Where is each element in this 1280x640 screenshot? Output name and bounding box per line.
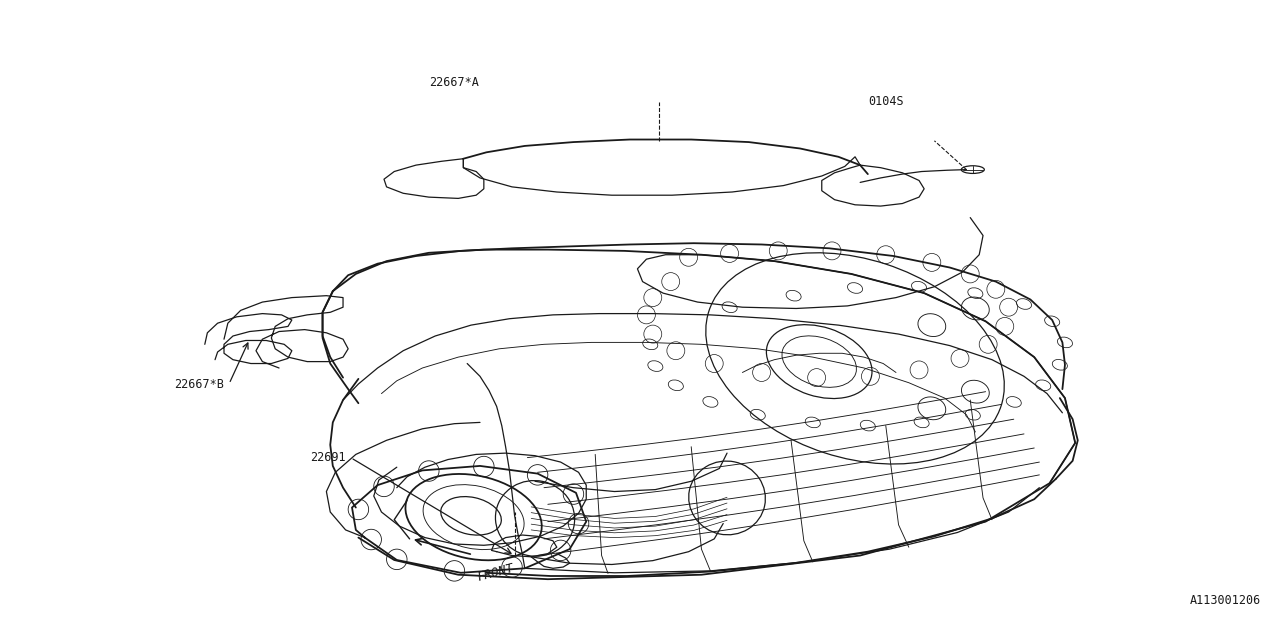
Text: 22667*A: 22667*A: [430, 76, 479, 88]
Text: 0104S: 0104S: [868, 95, 904, 108]
Text: 22667*B: 22667*B: [174, 378, 224, 390]
Text: A113001206: A113001206: [1189, 594, 1261, 607]
Text: 22691: 22691: [310, 451, 346, 464]
Text: FRONT: FRONT: [476, 562, 516, 584]
